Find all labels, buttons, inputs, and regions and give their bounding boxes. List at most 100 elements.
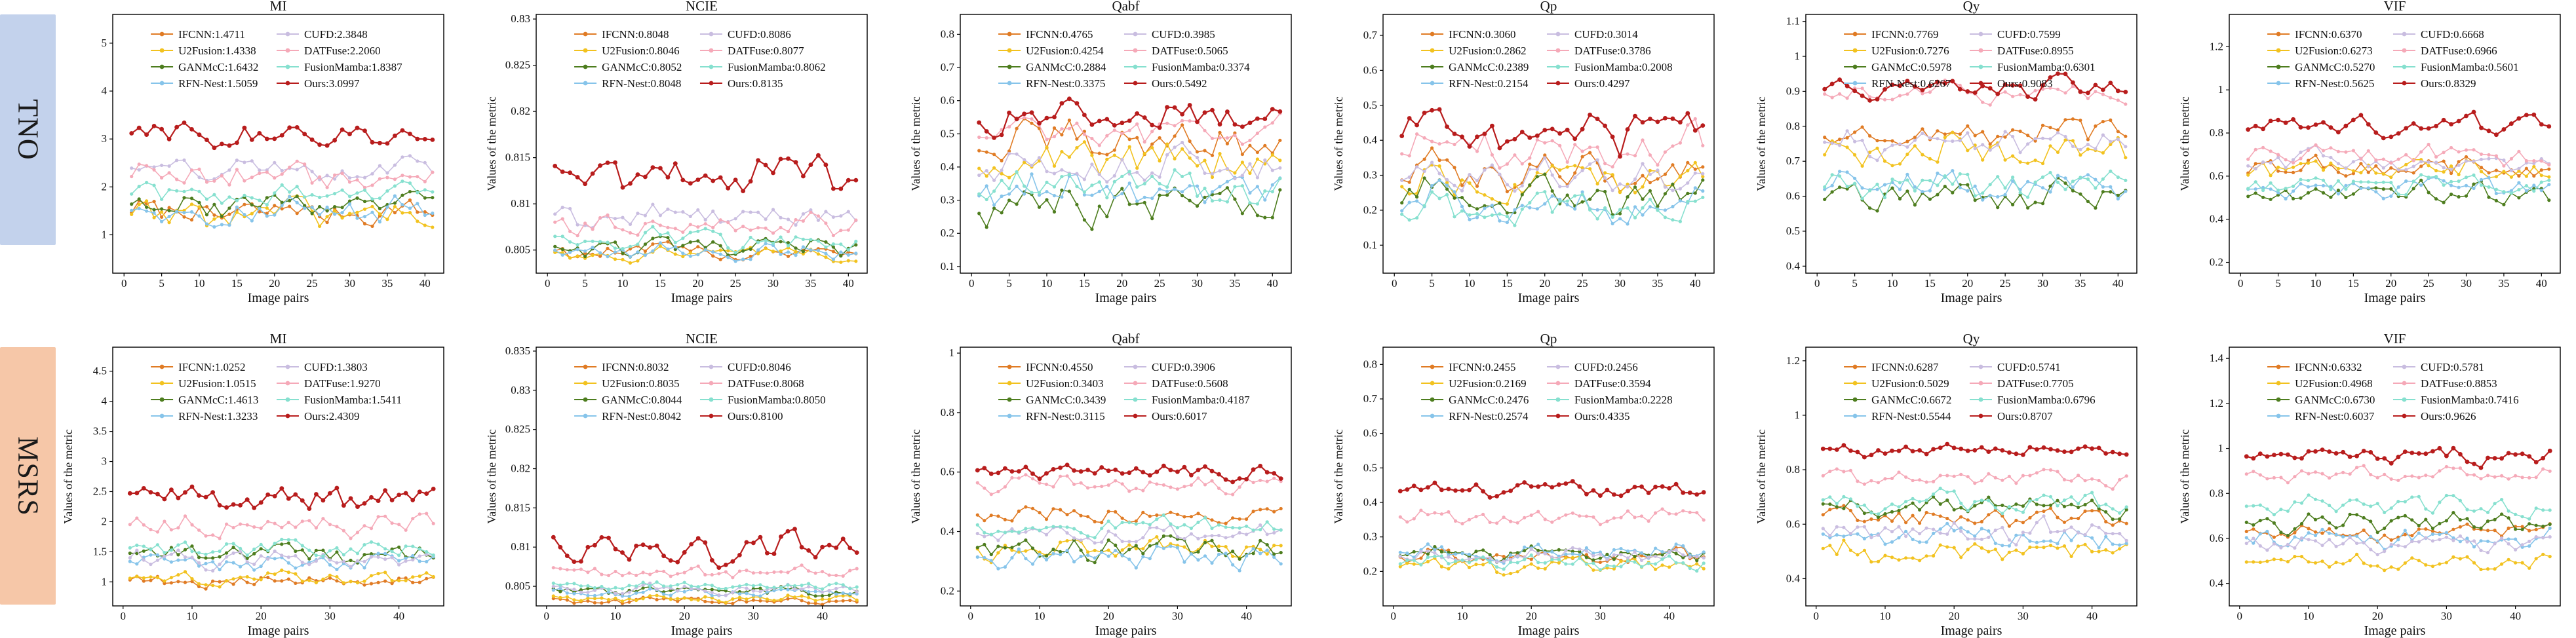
data-point-cufd xyxy=(1453,183,1456,187)
data-point-u2fusion xyxy=(1603,171,1607,175)
data-point-ifcnn xyxy=(655,597,659,602)
data-point-cufd xyxy=(2299,536,2304,540)
data-point-cufd xyxy=(1495,560,1499,564)
data-point-fusionmamba xyxy=(1543,190,1547,194)
data-point-fusionmamba xyxy=(2494,187,2498,191)
data-point-ours xyxy=(1625,127,1630,132)
data-point-datfuse xyxy=(737,569,741,573)
data-point-ganmcc xyxy=(1693,191,1697,195)
data-point-ganmcc xyxy=(1951,191,1955,195)
data-point-cufd xyxy=(1502,559,1506,563)
data-point-cufd xyxy=(2472,159,2476,163)
data-point-cufd xyxy=(2104,531,2108,535)
data-point-ours xyxy=(1841,443,1846,448)
data-point-ganmcc xyxy=(1488,553,1492,557)
data-point-cufd xyxy=(2479,548,2483,553)
legend-swatch-marker xyxy=(1430,381,1435,386)
data-point-fusionmamba xyxy=(1259,528,1262,532)
data-point-fusionmamba xyxy=(1529,553,1533,557)
data-point-ifcnn xyxy=(2419,164,2423,168)
data-point-datfuse xyxy=(1523,516,1527,519)
y-tick-label: 1.1 xyxy=(1786,15,1800,28)
data-point-datfuse xyxy=(1988,103,1992,107)
data-point-fusionmamba xyxy=(726,246,730,250)
x-tick-label: 0 xyxy=(969,277,975,290)
legend-entry: IFCNN:1.0252 xyxy=(178,361,245,373)
data-point-ours xyxy=(1580,126,1585,132)
data-point-u2fusion xyxy=(800,594,804,598)
data-point-ifcnn xyxy=(2028,516,2032,520)
data-point-ours xyxy=(166,137,172,141)
data-point-rfn-nest xyxy=(2366,186,2370,190)
data-point-ganmcc xyxy=(431,196,435,200)
data-point-u2fusion xyxy=(314,580,318,585)
data-point-fusionmamba xyxy=(696,229,700,233)
data-point-ours xyxy=(1550,126,1555,132)
data-point-ganmcc xyxy=(1259,538,1262,543)
data-point-ours xyxy=(1527,135,1532,140)
data-point-ours xyxy=(2531,112,2537,117)
data-point-fusionmamba xyxy=(1921,178,1924,182)
data-point-ours xyxy=(848,546,853,550)
data-point-rfn-nest xyxy=(1565,202,1569,207)
data-point-ours xyxy=(2444,453,2449,459)
data-point-rfn-nest xyxy=(1203,200,1207,204)
data-point-ours xyxy=(2056,71,2060,76)
data-point-u2fusion xyxy=(1240,160,1244,164)
data-point-u2fusion xyxy=(2000,557,2004,561)
data-point-fusionmamba xyxy=(1052,185,1057,189)
data-point-ours xyxy=(1515,483,1520,488)
data-point-u2fusion xyxy=(636,259,640,263)
data-point-ours xyxy=(2539,122,2544,127)
data-point-ifcnn xyxy=(2411,171,2415,175)
data-point-ours xyxy=(286,496,291,501)
data-point-rfn-nest xyxy=(2341,535,2345,539)
y-tick-label: 0.8 xyxy=(941,28,954,40)
data-point-fusionmamba xyxy=(1943,174,1947,178)
data-point-ifcnn xyxy=(280,579,284,583)
legend-swatch-marker xyxy=(1430,48,1435,53)
data-point-ganmcc xyxy=(2527,522,2531,526)
data-point-ours xyxy=(718,175,723,180)
data-point-u2fusion xyxy=(142,576,146,580)
data-point-ganmcc xyxy=(779,240,783,244)
legend-swatch-marker xyxy=(583,364,588,369)
data-point-ifcnn xyxy=(1821,513,1825,517)
data-point-datfuse xyxy=(1921,92,1924,96)
y-axis-label: Values of the metric xyxy=(485,96,498,191)
data-point-u2fusion xyxy=(390,578,394,583)
data-point-rfn-nest xyxy=(2086,173,2090,177)
data-point-cufd xyxy=(565,587,569,591)
x-tick-label: 40 xyxy=(420,277,431,290)
data-point-u2fusion xyxy=(1259,548,1262,552)
data-point-ours xyxy=(1852,88,1858,94)
data-point-fusionmamba xyxy=(1279,528,1283,532)
y-tick-label: 0.2 xyxy=(2210,256,2223,269)
data-point-datfuse xyxy=(1588,145,1592,149)
data-point-cufd xyxy=(2329,155,2333,160)
data-point-ours xyxy=(583,181,587,187)
data-point-u2fusion xyxy=(1580,166,1584,170)
data-point-datfuse xyxy=(280,525,284,530)
data-point-ganmcc xyxy=(1059,550,1063,554)
data-point-rfn-nest xyxy=(328,563,332,567)
data-point-ours xyxy=(1127,470,1132,476)
data-point-ganmcc xyxy=(2077,505,2080,510)
data-point-ours xyxy=(2416,451,2421,456)
data-point-cufd xyxy=(2286,542,2290,547)
data-point-ours xyxy=(726,186,731,191)
data-point-ganmcc xyxy=(2417,523,2421,528)
data-point-fusionmamba xyxy=(149,548,153,552)
data-point-cufd xyxy=(152,165,156,169)
data-point-ifcnn xyxy=(2083,509,2087,514)
data-point-ganmcc xyxy=(1890,510,1894,514)
plot-frame xyxy=(1382,347,1715,607)
data-point-ifcnn xyxy=(572,601,576,605)
data-point-fusionmamba xyxy=(1188,171,1192,176)
data-point-datfuse xyxy=(169,528,173,532)
data-point-ganmcc xyxy=(1828,502,1832,506)
data-point-u2fusion xyxy=(1869,560,1873,564)
data-point-fusionmamba xyxy=(2396,500,2400,504)
data-point-u2fusion xyxy=(1550,164,1554,168)
data-point-rfn-nest xyxy=(824,252,828,255)
